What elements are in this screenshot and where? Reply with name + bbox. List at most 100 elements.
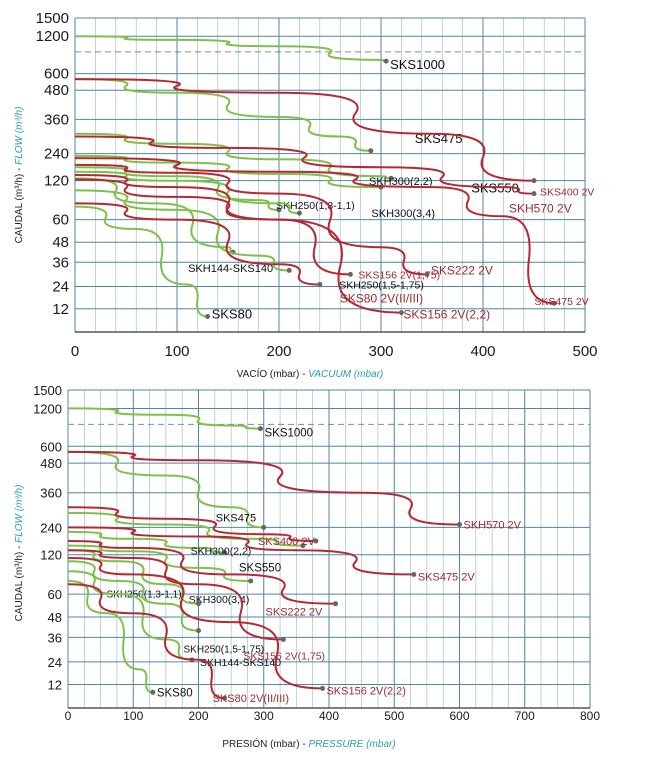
series-end-point-sks1000 (257, 426, 263, 432)
y-tick-label: 1500 (33, 383, 62, 398)
x-tick-label: 600 (449, 709, 469, 723)
series-label-skh250-1-3-1-1-: SKH250(1,3-1,1) (107, 590, 182, 601)
series-line-sks1000 (74, 35, 387, 63)
series-end-point-sks550 (300, 543, 306, 549)
series-end-point-sks400-2v (531, 191, 537, 197)
series-label-skh570-2v: SKH570 2V (464, 519, 522, 531)
y-tick-label: 12 (48, 677, 62, 692)
y-tick-label: 12 (52, 301, 69, 318)
series-end-point-sks80 (150, 689, 156, 695)
series-line-sks400-2v (67, 506, 316, 542)
series-line-sks550 (74, 132, 392, 180)
series-line-skh250-1-5-1-75- (74, 189, 290, 272)
x-tick-label: 100 (164, 343, 189, 360)
series-label-sks550: SKS550 (239, 563, 281, 575)
series-end-point-sks80-2v-ii-iii- (222, 695, 228, 701)
x-axis-title-es: PRESIÓN (mbar) - (222, 737, 308, 750)
series-end-point-sks80 (205, 314, 211, 320)
series-line-sks80-2v-ii-iii- (67, 583, 225, 700)
series-label-sks222-2v: SKS222 2V (266, 607, 324, 619)
series-label-sks80: SKS80 (212, 307, 252, 322)
series-label-skh300-3-4-: SKH300(3,4) (371, 208, 435, 220)
series-line-sks475 (74, 78, 371, 152)
series-label-skh300-2-2-: SKH300(2,2) (369, 176, 433, 188)
series-label-skh250-1-5-1-75-: SKH250(1,5-1,75) (184, 645, 265, 656)
y-tick-label: 36 (52, 254, 69, 271)
series-end-point-sks222-2v (424, 271, 430, 277)
x-tick-label: 500 (384, 709, 404, 723)
y-tick-label: 480 (40, 456, 62, 471)
x-axis-title: VACÍO (mbar) - VACUUM (mbar) (237, 367, 384, 380)
x-tick-label: 300 (368, 343, 393, 360)
series-end-point-sks1000 (383, 58, 389, 64)
series-end-point-skh300-3-4- (296, 210, 302, 216)
x-axis-title-en: VACUUM (mbar) (308, 369, 383, 380)
series-end-point-sks475-2v (411, 571, 417, 577)
series-line-sks475-2v (67, 526, 414, 576)
y-tick-label: 60 (52, 212, 69, 229)
series-label-sks475-2v: SKS475 2V (534, 296, 588, 308)
series-label-skh570-2v: SKH570 2V (509, 202, 572, 216)
series-end-point-sks156-2v-2-2- (319, 685, 325, 691)
x-tick-label: 400 (319, 709, 339, 723)
series-line-sks80-2v-ii-iii- (74, 202, 320, 286)
series-end-point-skh250-1-3-1-1- (196, 601, 201, 607)
y-tick-label: 240 (44, 146, 69, 163)
x-tick-label: 500 (572, 343, 597, 360)
series-line-sks475-2v (74, 157, 555, 305)
series-line-sks550 (67, 511, 303, 547)
series-label-sks400-2v: SKS400 2V (540, 187, 594, 199)
series-label-skh300-3-4-: SKH300(3,4) (189, 594, 250, 606)
y-tick-label: 120 (44, 173, 69, 190)
series-line-skh250-1-3-1-1- (67, 549, 199, 605)
y-tick-label: 1200 (36, 28, 69, 45)
y-tick-label: 240 (40, 520, 62, 535)
series-end-point-skh570-2v (457, 521, 462, 527)
series-label-skh144-sks140: SKH144-SKS140 (188, 263, 273, 275)
series-end-point-sks475-2v (551, 300, 557, 306)
series-end-point-skh250-1-5-1-75- (286, 267, 292, 273)
x-axis-title-es: VACÍO (mbar) - (237, 367, 308, 380)
x-tick-label: 200 (188, 709, 208, 723)
series-end-point-sks475 (368, 148, 374, 154)
series-line-sks400-2v (74, 135, 535, 195)
series-line-skh300-3-4- (74, 170, 300, 215)
series-label-sks1000: SKS1000 (264, 428, 313, 440)
series-end-point-sks550 (388, 175, 394, 181)
series-end-point-sks400-2v (313, 538, 319, 544)
series-label-sks475: SKS475 (216, 512, 256, 524)
series-line-sks475 (67, 450, 264, 529)
y-tick-label: 480 (44, 82, 69, 99)
x-tick-label: 100 (123, 709, 143, 723)
series-label-skh300-2-2-: SKH300(2,2) (191, 545, 252, 557)
series-end-point-sks156-2v-1-75- (280, 636, 286, 642)
series-label-sks400-2v: SKS400 2V (258, 536, 316, 548)
series-end-point-sks156-2v-1-75- (347, 271, 353, 277)
x-tick-label: 700 (515, 709, 535, 723)
series-line-sks222-2v (74, 163, 427, 276)
series-end-point-skh300-2-2- (222, 549, 228, 555)
x-tick-label: 0 (71, 343, 79, 360)
series-label-sks475-2v: SKS475 2V (418, 571, 476, 583)
x-axis-title-en: PRESSURE (mbar) (308, 739, 395, 750)
series-end-point-sks475 (261, 524, 267, 530)
series-label-sks80-2v-ii-iii-: SKS80 2V(II/III) (213, 693, 289, 705)
y-tick-label: 24 (48, 655, 62, 670)
y-tick-label: 600 (44, 66, 69, 83)
y-tick-label: 36 (48, 630, 62, 645)
series-label-skh250-1-3-1-1-: SKH250(1,3-1,1) (276, 200, 355, 212)
y-axis-title-en: FLOW (m³/h) (14, 107, 25, 165)
series-end-point-sks156-2v-2-2- (398, 310, 404, 316)
series-line-sks156-2v-2-2- (74, 178, 402, 314)
x-tick-label: 200 (266, 343, 291, 360)
series-end-point-sks222-2v (333, 601, 339, 607)
y-tick-label: 60 (48, 587, 62, 602)
y-tick-label: 48 (48, 610, 62, 625)
series-label-skh144-sks140: SKH144-SKS140 (200, 657, 281, 669)
series-line-sks80 (67, 580, 153, 694)
y-tick-label: 360 (40, 486, 62, 501)
series-label-sks80: SKS80 (157, 687, 193, 699)
y-tick-label: 600 (40, 439, 62, 454)
